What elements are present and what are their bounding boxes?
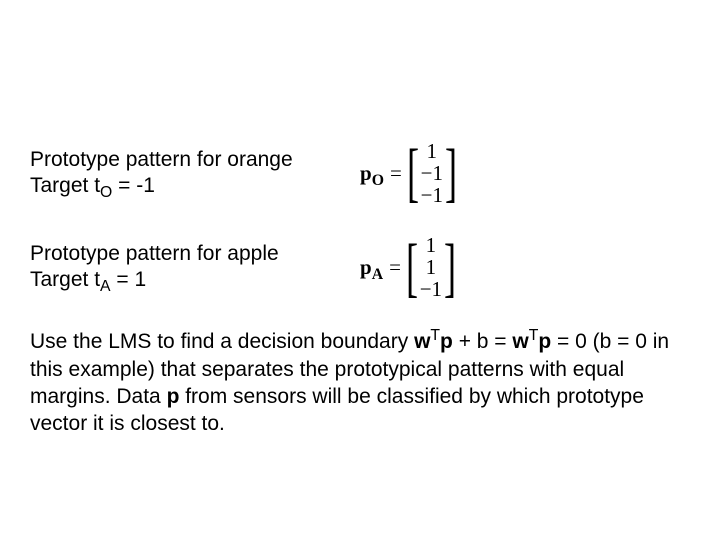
apple-line1: Prototype pattern for apple: [30, 242, 279, 265]
apple-v0: 1: [419, 234, 443, 256]
para-1c: + b =: [453, 330, 513, 353]
apple-eq: =: [389, 255, 401, 280]
orange-v2: −1: [420, 184, 444, 206]
orange-vec-sym: p: [360, 161, 372, 185]
para-pd: p: [167, 385, 180, 408]
para-p2b: p: [538, 330, 551, 353]
apple-math: pA = [ 1 1 −1 ]: [360, 234, 455, 300]
orange-math: pO = [ 1 −1 −1 ]: [360, 140, 456, 206]
orange-vec-sub: O: [372, 172, 384, 189]
para-1a: Use the LMS to find a decision boundary: [30, 330, 414, 353]
orange-vector: 1 −1 −1: [418, 140, 446, 206]
apple-text: Prototype pattern for apple Target tA = …: [30, 241, 350, 294]
apple-vec-sub: A: [372, 266, 383, 283]
orange-line1: Prototype pattern for orange: [30, 148, 293, 171]
rbracket-icon: ]: [445, 143, 457, 202]
apple-v1: 1: [419, 256, 443, 278]
apple-row: Prototype pattern for apple Target tA = …: [30, 234, 690, 300]
para-w1: w: [414, 330, 430, 353]
orange-v1: −1: [420, 162, 444, 184]
para-w2: w: [512, 330, 528, 353]
apple-target-rest: = 1: [111, 268, 147, 291]
apple-target-label: Target t: [30, 268, 100, 291]
para-T1: T: [430, 327, 440, 344]
apple-vector: 1 1 −1: [417, 234, 445, 300]
apple-target-sub: A: [100, 278, 111, 295]
body-paragraph: Use the LMS to find a decision boundary …: [30, 328, 690, 437]
orange-target-rest: = -1: [112, 174, 155, 197]
orange-target-sub: O: [100, 184, 112, 201]
orange-text: Prototype pattern for orange Target tO =…: [30, 147, 350, 200]
apple-vec-sym: p: [360, 255, 372, 279]
slide-page: Prototype pattern for orange Target tO =…: [0, 0, 720, 540]
para-T2: T: [529, 327, 539, 344]
lbracket-icon: [: [406, 238, 418, 297]
apple-v2: −1: [419, 278, 443, 300]
orange-target-label: Target t: [30, 174, 100, 197]
orange-math-lhs: pO: [360, 161, 384, 186]
para-p1b: p: [440, 330, 453, 353]
orange-eq: =: [390, 161, 402, 186]
orange-row: Prototype pattern for orange Target tO =…: [30, 140, 690, 206]
rbracket-icon: ]: [444, 238, 456, 297]
lbracket-icon: [: [407, 143, 419, 202]
apple-math-lhs: pA: [360, 255, 383, 280]
orange-v0: 1: [420, 140, 444, 162]
